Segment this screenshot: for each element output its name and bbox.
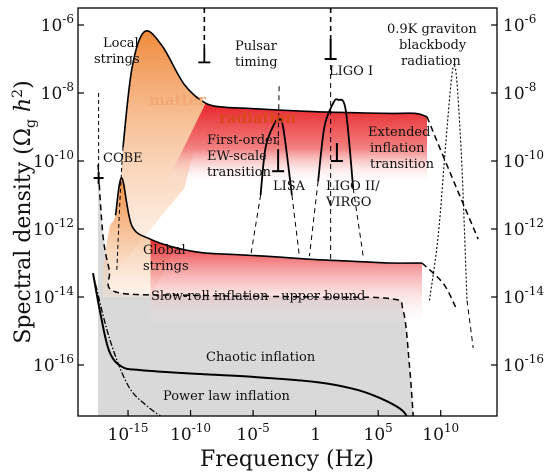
y-tick-label: 10-6 (503, 12, 536, 36)
y-tick-label: 10-10 (503, 148, 544, 172)
label-ligo2-1: LIGO II/ (326, 179, 380, 194)
y-tick-label: 10-6 (41, 12, 74, 36)
y-tick-label: 10-8 (503, 80, 536, 104)
x-tick-label: 1 (310, 425, 321, 445)
ew-transition-curve (259, 118, 293, 196)
label-lisa: LISA (273, 179, 306, 194)
y-tick-label: 10-16 (503, 352, 544, 376)
label-matter: matter (149, 91, 207, 109)
x-tick-label: 10-5 (236, 421, 269, 445)
y-axis-ticks-right: 10-6 10-8 10-10 10-12 10-14 10-16 (491, 12, 544, 376)
label-pulsar-1: Pulsar (235, 39, 278, 54)
x-axis-title: Frequency (Hz) (200, 447, 374, 472)
y-tick-label: 10-16 (33, 352, 74, 376)
extended-inflation-dash-left (308, 181, 319, 257)
y-axis-title: Spectral density (Ωg h2) (10, 80, 39, 343)
label-ext-1: Extended (368, 125, 430, 140)
ligo1-bound (324, 8, 337, 263)
chaotic-inflation-curve (92, 273, 408, 416)
label-slow-roll: Slow-roll inflation - upper bound (151, 289, 365, 304)
local-strings-radiation-region (165, 103, 427, 185)
global-strings-curve (114, 177, 423, 264)
plot-frame (77, 7, 498, 417)
label-global-1: Global (143, 243, 186, 258)
label-ligo1: LIGO I (329, 64, 373, 79)
label-pulsar-2: timing (235, 55, 278, 70)
x-tick-label: 1010 (422, 421, 459, 445)
label-chaotic: Chaotic inflation (206, 350, 316, 365)
lisa-bound (272, 86, 285, 173)
x-tick-label: 10-10 (170, 421, 211, 445)
y-tick-label: 10-8 (41, 80, 74, 104)
x-axis-ticks: 10-15 10-10 10-5 1 105 1010 (108, 410, 459, 445)
y-tick-label: 10-10 (33, 148, 74, 172)
extended-inflation-dash-right (352, 188, 364, 257)
label-ew-3: transition (207, 165, 272, 180)
x-tick-label: 10-15 (108, 421, 149, 445)
label-graviton-3: radiation (401, 54, 461, 69)
label-local-strings-1: Local (103, 36, 139, 51)
slow-roll-upper-bound-curve (97, 164, 414, 416)
label-ext-3: transition (370, 157, 435, 172)
cobe-bound (93, 93, 104, 184)
label-graviton-1: 0.9K graviton (387, 22, 477, 37)
label-ext-2: inflation (370, 141, 425, 156)
y-tick-label: 10-12 (503, 216, 544, 240)
label-radiation: radiation (219, 109, 296, 127)
extended-inflation-curve (317, 98, 355, 189)
label-power-law: Power law inflation (163, 389, 291, 404)
label-ligo2-2: VIRGO (325, 195, 371, 210)
ew-transition-dash-left (250, 194, 262, 257)
graviton-blackbody-curve (428, 65, 468, 301)
local-strings-curve (122, 30, 428, 148)
y-tick-label: 10-14 (33, 284, 74, 308)
pulsar-timing-bound (198, 8, 211, 64)
ligo2-virgo-bound (330, 143, 343, 162)
label-global-2: strings (143, 259, 189, 274)
local-strings-low-freq-edge (116, 69, 133, 270)
y-tick-label: 10-12 (33, 216, 74, 240)
local-strings-tail (426, 116, 479, 240)
power-law-inflation-curve (92, 273, 162, 416)
label-ew-2: EW-scale (207, 149, 267, 164)
lisa-upper-dash (277, 86, 280, 150)
label-local-strings-2: strings (94, 52, 140, 67)
global-strings-radiation-region (150, 239, 422, 328)
chaotic-inflation-region (98, 164, 414, 416)
label-cobe: COBE (103, 151, 143, 166)
y-tick-label: 10-14 (503, 284, 544, 308)
x-tick-label: 105 (364, 421, 393, 445)
global-strings-tail (421, 262, 457, 308)
graviton-tail (466, 300, 474, 349)
label-ew-1: First-order (207, 133, 280, 148)
label-graviton-2: blackbody (399, 38, 467, 53)
local-strings-matter-region (116, 30, 206, 270)
ew-transition-dash-right (291, 194, 300, 257)
y-axis-ticks-left: 10-6 10-8 10-10 10-12 10-14 10-16 (33, 12, 84, 376)
